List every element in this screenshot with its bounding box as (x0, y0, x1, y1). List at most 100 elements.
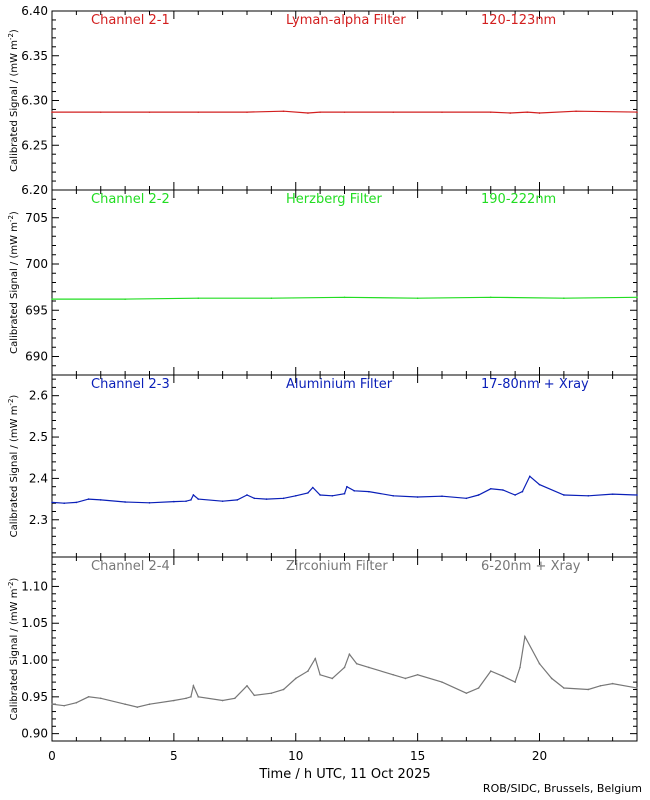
y-axis-label: Calibrated Signal / (mW m-2) (7, 211, 20, 354)
data-point (190, 696, 192, 698)
data-point (87, 498, 90, 500)
y-tick-label: 2.6 (29, 389, 48, 403)
data-point (75, 701, 78, 704)
data-point (563, 297, 565, 300)
data-point (509, 112, 512, 114)
data-point (563, 687, 565, 689)
data-point (477, 687, 480, 689)
data-point (477, 494, 480, 496)
y-tick-label: 2.4 (29, 471, 48, 485)
data-point (514, 681, 516, 683)
y-tick-label: 6.20 (21, 183, 48, 197)
data-point (489, 670, 492, 672)
data-point (99, 499, 102, 501)
data-point (587, 494, 590, 497)
data-point (416, 673, 419, 676)
y-tick-label: 705 (25, 211, 48, 225)
data-point (404, 677, 407, 680)
data-point (465, 692, 468, 694)
panel-frame (51, 189, 638, 376)
series-line (51, 634, 638, 708)
channel-title: Channel 2-2 (91, 192, 170, 207)
panel-frame (51, 10, 638, 191)
data-point (148, 502, 151, 504)
panel-1: 6.20 6.25 6.30 6.35 6.40 Channel 2-1 Lyman-alp… (7, 4, 638, 197)
data-point (538, 483, 541, 486)
data-point (282, 688, 285, 691)
data-point (636, 687, 638, 689)
panel-4: 0.90 0.95 1.00 1.05 1.10 Channel 2-4 Zirconium… (7, 556, 638, 742)
data-point (441, 495, 443, 497)
data-point (246, 111, 248, 113)
data-point (348, 653, 351, 655)
filter-title: Herzberg Filter (286, 192, 383, 207)
data-point (346, 485, 348, 488)
data-point (221, 699, 224, 702)
data-point (611, 493, 614, 495)
data-point (197, 696, 200, 698)
data-point (124, 703, 126, 705)
band-title: 120-123nm (481, 13, 556, 28)
data-point (489, 111, 492, 113)
data-point (343, 296, 346, 299)
x-tick-label: 10 (288, 749, 303, 763)
data-point (173, 500, 175, 503)
y-tick-label: 6.25 (21, 138, 48, 152)
data-point (307, 670, 309, 672)
data-point (51, 703, 53, 705)
data-point (246, 494, 248, 496)
y-tick-label: 1.05 (21, 616, 48, 630)
data-point (489, 487, 492, 490)
y-tick-label: 0.95 (21, 690, 48, 704)
data-point (312, 486, 314, 489)
data-point (524, 635, 526, 638)
y-tick-label: 2.3 (29, 513, 48, 527)
y-tick-label: 1.00 (21, 653, 48, 667)
data-point (502, 489, 504, 491)
data-point (314, 657, 317, 660)
data-point (528, 475, 531, 478)
data-point (599, 685, 602, 687)
data-point (521, 490, 524, 493)
data-point (636, 111, 638, 113)
data-point (185, 697, 187, 700)
data-point (253, 694, 256, 697)
data-point (124, 298, 126, 300)
data-point (441, 111, 443, 113)
data-point (343, 666, 346, 669)
data-point (441, 681, 443, 683)
data-point (392, 494, 395, 497)
data-point (563, 494, 565, 496)
data-point (636, 494, 638, 496)
filter-title: Aluminium Filter (286, 377, 393, 392)
data-point (636, 296, 638, 299)
data-point (319, 111, 321, 113)
band-title: 17-80nm + Xray (481, 377, 589, 392)
data-point (343, 492, 346, 495)
data-point (270, 297, 273, 300)
channel-title: Channel 2-3 (91, 377, 170, 392)
band-title: 190-222nm (481, 192, 556, 207)
data-point (538, 112, 541, 114)
data-point (87, 696, 90, 698)
band-title: 6-20nm + Xray (481, 559, 581, 574)
data-point (173, 699, 175, 702)
panel-frame (51, 556, 638, 742)
data-point (575, 110, 577, 113)
data-point (221, 500, 224, 502)
filter-title: Zirconium Filter (286, 559, 388, 574)
data-point (294, 677, 297, 680)
channel-title: Channel 2-4 (91, 559, 170, 574)
panel-frame (51, 374, 638, 558)
y-tick-label: 695 (25, 303, 48, 317)
data-point (236, 499, 239, 501)
data-point (526, 111, 529, 113)
channel-title: Channel 2-1 (91, 13, 170, 28)
data-point (307, 492, 309, 494)
y-tick-label: 2.5 (29, 430, 48, 444)
y-tick-label: 690 (25, 350, 48, 364)
data-point (282, 497, 285, 500)
data-point (190, 499, 192, 501)
x-tick-label: 5 (170, 749, 178, 763)
